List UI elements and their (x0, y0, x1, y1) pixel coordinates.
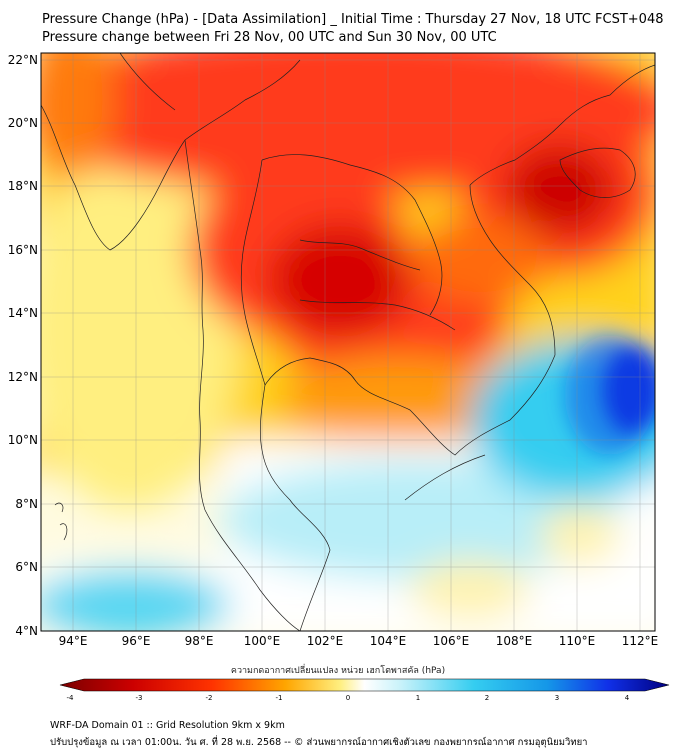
lon-label: 112°E (622, 634, 659, 648)
colorbar-tick-label: 2 (485, 694, 489, 702)
lon-label: 104°E (370, 634, 407, 648)
colorbar-tick-label: 3 (555, 694, 559, 702)
lon-label: 94°E (59, 634, 88, 648)
colorbar-tick-label: -2 (206, 694, 213, 702)
lon-label: 98°E (185, 634, 214, 648)
coastlines (41, 53, 655, 631)
colorbar (59, 678, 670, 692)
colorbar-tick-label: -4 (67, 694, 75, 702)
colorbar-label: ความกดอากาศเปลี่ยนแปลง หน่วย เฮกโตพาสคัล… (230, 666, 446, 676)
lon-label: 110°E (559, 634, 596, 648)
graticule (41, 53, 655, 631)
lat-label: 16°N (8, 243, 38, 257)
colorbar-tick-label: 4 (625, 694, 630, 702)
lon-label: 108°E (496, 634, 533, 648)
map-title: Pressure Change (hPa) - [Data Assimilati… (42, 12, 664, 27)
lat-label: 18°N (8, 179, 38, 193)
lon-label: 100°E (244, 634, 281, 648)
colorbar-tick-label: -1 (276, 694, 283, 702)
pressure-field (41, 53, 655, 631)
colorbar-tick-label: 1 (416, 694, 420, 702)
lat-label: 14°N (8, 306, 38, 320)
colorbar-tick-label: 0 (346, 694, 350, 702)
lat-label: 6°N (15, 560, 38, 574)
lat-label: 4°N (15, 624, 38, 638)
lat-label: 10°N (8, 433, 38, 447)
lat-label: 12°N (8, 370, 38, 384)
lon-label: 96°E (122, 634, 151, 648)
colorbar-tick-label: -3 (136, 694, 143, 702)
lon-label: 106°E (433, 634, 470, 648)
footer-model-info: WRF-DA Domain 01 :: Grid Resolution 9km … (50, 720, 285, 731)
footer-credits: ปรับปรุงข้อมูล ณ เวลา 01:00น. วัน ศ. ที่… (50, 737, 588, 748)
lat-label: 20°N (8, 116, 38, 130)
map-subtitle: Pressure change between Fri 28 Nov, 00 U… (42, 30, 497, 45)
lat-label: 22°N (8, 53, 38, 67)
lat-label: 8°N (15, 497, 38, 511)
lon-label: 102°E (307, 634, 344, 648)
